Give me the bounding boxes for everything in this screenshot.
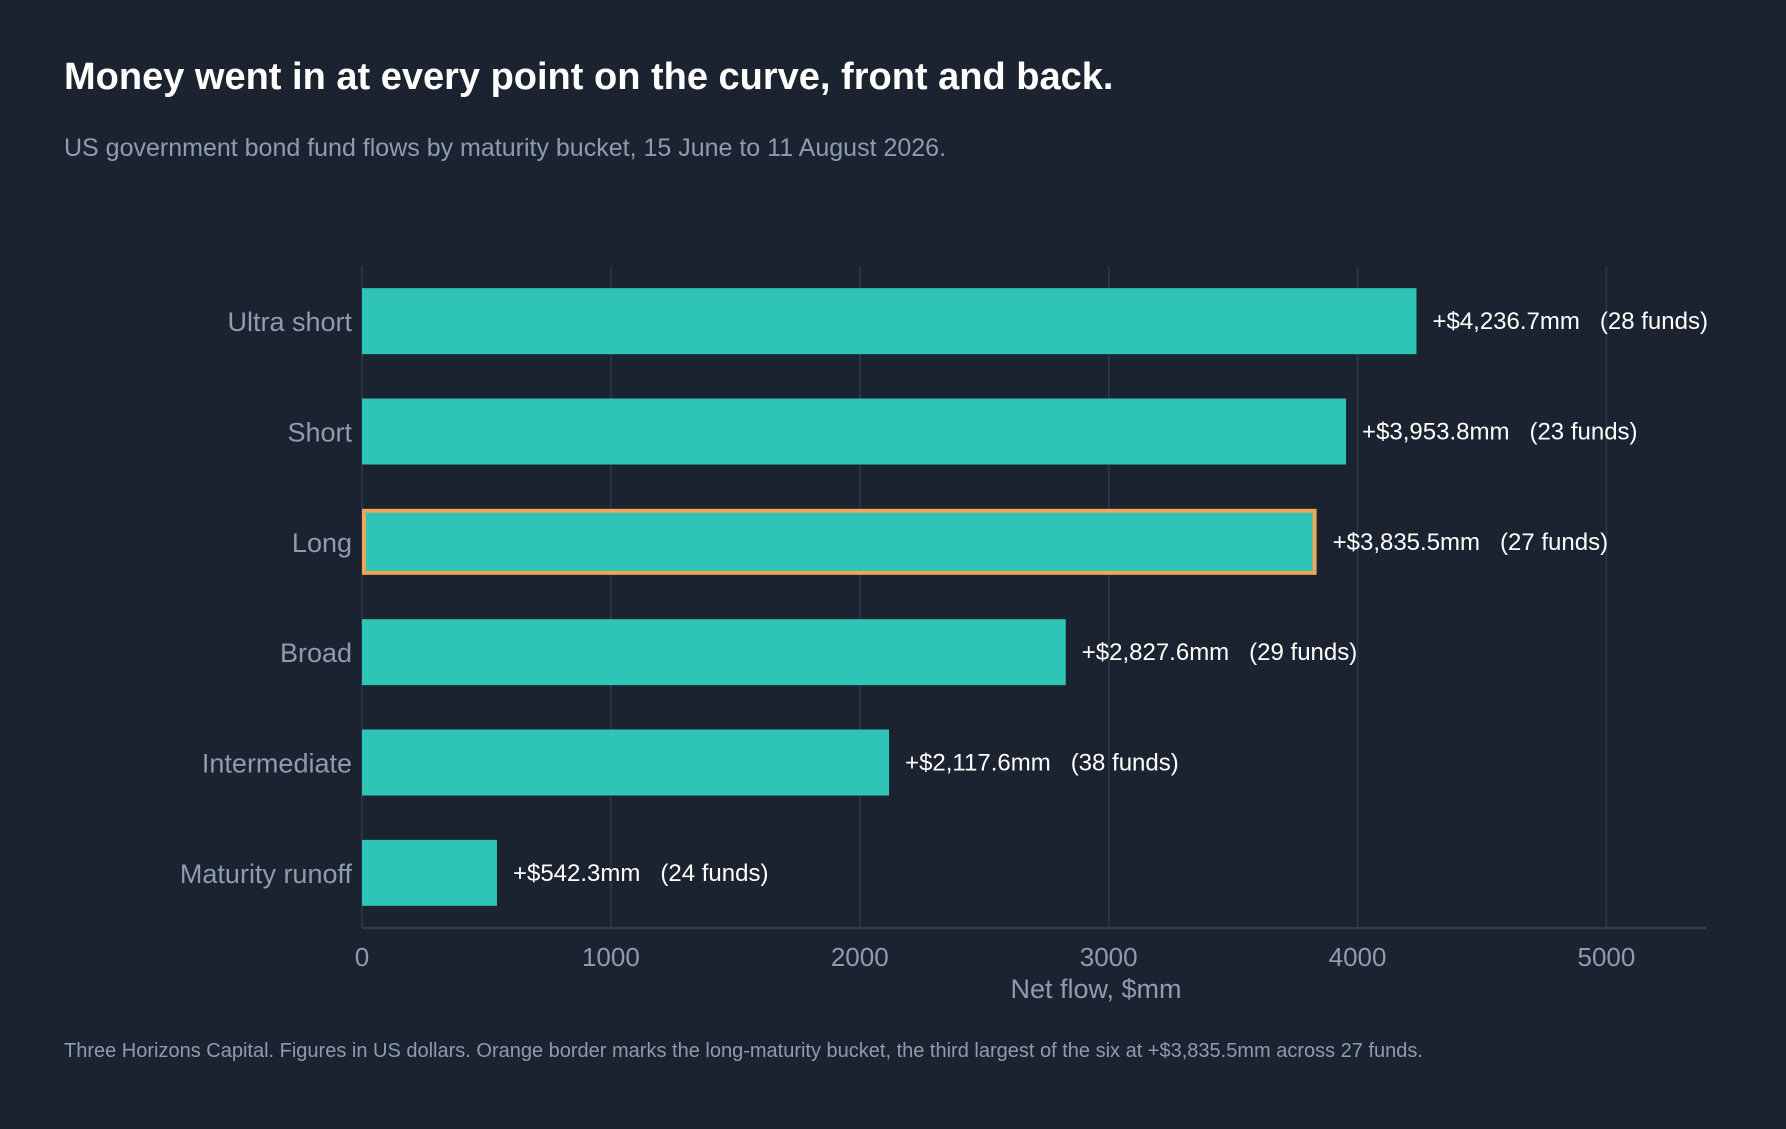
x-tick-label-1000: 1000 (582, 942, 640, 972)
bar-broad (362, 619, 1066, 686)
x-tick-label-3000: 3000 (1080, 942, 1138, 972)
value-label-ultra-short: +$4,236.7mm (1432, 308, 1579, 335)
fund-count-label-long: (27 funds) (1500, 529, 1608, 556)
grid-lines (361, 266, 1608, 928)
category-label-maturity-runoff: Maturity runoff (180, 859, 353, 889)
bar-ultra-short (362, 288, 1417, 355)
category-label-ultra-short: Ultra short (227, 307, 352, 337)
value-label-long: +$3,835.5mm (1333, 529, 1480, 556)
bar-labels: Ultra short +$4,236.7mm (28 funds) Short +$3… (180, 307, 1708, 889)
category-label-broad: Broad (280, 638, 352, 668)
x-tick-label-5000: 5000 (1578, 942, 1636, 972)
x-tick-label-2000: 2000 (831, 942, 889, 972)
category-label-intermediate: Intermediate (202, 749, 352, 779)
bar-long (362, 508, 1317, 575)
x-axis-title: Net flow, $mm (1010, 974, 1181, 1004)
value-label-broad: +$2,827.6mm (1082, 639, 1229, 666)
category-label-short: Short (287, 418, 352, 448)
category-label-long: Long (292, 528, 352, 558)
chart-subtitle: US government bond fund flows by maturit… (64, 134, 947, 162)
bar-maturity-runoff (362, 839, 497, 906)
x-tick-label-0: 0 (355, 942, 369, 972)
x-tick-label-4000: 4000 (1329, 942, 1387, 972)
fund-count-label-short: (23 funds) (1529, 419, 1637, 446)
bars (362, 288, 1417, 906)
footnote: Three Horizons Capital. Figures in US do… (64, 1040, 1423, 1062)
fund-count-label-intermediate: (38 funds) (1071, 750, 1179, 777)
value-label-intermediate: +$2,117.6mm (905, 750, 1051, 777)
fund-count-label-ultra-short: (28 funds) (1600, 308, 1708, 335)
value-label-maturity-runoff: +$542.3mm (513, 860, 640, 887)
chart-title: Money went in at every point on the curv… (64, 56, 1114, 98)
value-label-short: +$3,953.8mm (1362, 419, 1509, 446)
fund-count-label-broad: (29 funds) (1249, 639, 1357, 666)
fund-count-label-maturity-runoff: (24 funds) (660, 860, 768, 887)
bar-intermediate (362, 729, 890, 796)
bar-short (362, 398, 1347, 465)
x-axis: 0 1000 2000 3000 4000 5000 Net flow, $mm (355, 927, 1706, 1004)
